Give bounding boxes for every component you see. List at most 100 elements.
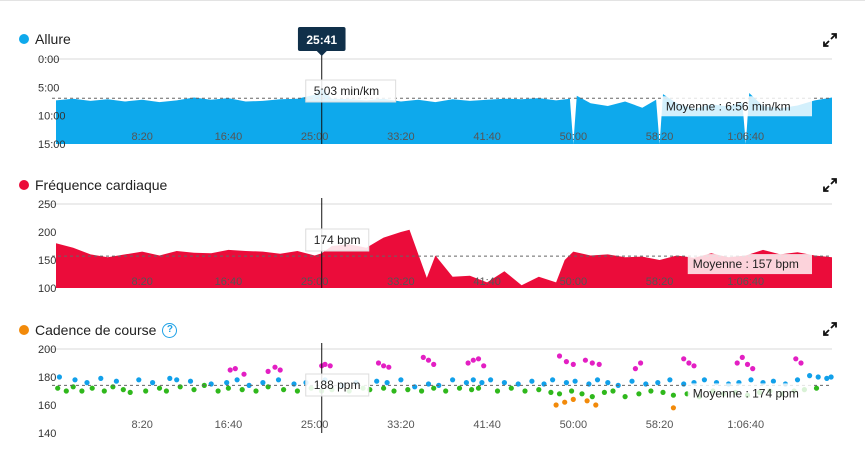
- data-point: [98, 375, 104, 381]
- data-point: [272, 364, 278, 370]
- data-point: [686, 360, 692, 366]
- data-point: [381, 385, 387, 391]
- data-point: [655, 380, 661, 386]
- data-point: [150, 380, 156, 386]
- x-tick-label: 50:00: [560, 276, 588, 288]
- data-point: [101, 388, 107, 394]
- data-point: [167, 375, 173, 381]
- cadence-title: Cadence de course ?: [19, 322, 178, 338]
- cadence-chart[interactable]: 200 180 160 140 8:20 16:40 25:00 33:20 41:40 50:0…: [0, 297, 865, 457]
- data-point: [824, 375, 830, 381]
- x-tick-label: 25:00: [301, 131, 329, 143]
- data-point: [828, 374, 834, 380]
- data-point: [398, 377, 404, 383]
- data-point: [548, 389, 554, 395]
- data-point: [813, 385, 820, 391]
- data-point: [386, 364, 392, 370]
- x-tick-label: 58:20: [646, 419, 674, 431]
- x-tick-label: 41:40: [473, 276, 501, 288]
- y-tick-label: 10:00: [38, 111, 66, 123]
- fc-series-area: [56, 229, 832, 288]
- data-point: [556, 353, 563, 359]
- help-icon[interactable]: ?: [162, 322, 178, 338]
- data-point: [570, 361, 576, 367]
- data-point: [419, 388, 425, 394]
- expand-icon[interactable]: [823, 33, 837, 47]
- cursor-time-tooltip-arrow: [316, 51, 327, 56]
- y-tick-label: 160: [38, 400, 56, 412]
- cadence-title-text: Cadence de course: [35, 322, 157, 338]
- heart-rate-legend-dot: [19, 180, 29, 190]
- x-tick-label: 41:40: [473, 419, 501, 431]
- x-tick-label: 33:20: [387, 131, 415, 143]
- data-point: [470, 357, 476, 363]
- data-point: [579, 391, 585, 397]
- cursor-value-box: [305, 228, 370, 252]
- data-point: [470, 377, 476, 383]
- heart-rate-title-text: Fréquence cardiaque: [35, 177, 168, 193]
- cursor-value-label: 174 bpm: [314, 233, 361, 247]
- pace-title: Allure: [19, 31, 71, 47]
- data-point: [275, 377, 282, 383]
- data-point: [215, 388, 221, 394]
- data-point: [488, 377, 494, 383]
- heart-rate-title: Fréquence cardiaque: [19, 177, 167, 193]
- data-point: [494, 388, 501, 394]
- data-point: [234, 377, 240, 383]
- expand-icon[interactable]: [823, 322, 837, 336]
- data-point: [605, 380, 611, 386]
- data-point: [562, 399, 568, 405]
- y-tick-label: 150: [38, 255, 56, 267]
- pace-legend-dot: [19, 34, 29, 44]
- average-label: Moyenne : 6:56 min/km: [666, 99, 791, 113]
- data-point: [431, 361, 437, 367]
- data-point: [246, 382, 252, 388]
- heart-rate-chart[interactable]: 250 200 150 100 8:20 16:40 25:00 33:20 41:40 50:0…: [0, 152, 865, 297]
- data-point: [508, 385, 514, 391]
- data-point: [670, 405, 677, 411]
- top-divider: [0, 0, 865, 1]
- data-point: [384, 380, 390, 386]
- data-point: [89, 385, 95, 391]
- data-point: [770, 378, 777, 384]
- data-point: [120, 387, 126, 393]
- data-point: [522, 388, 528, 394]
- data-point: [572, 378, 578, 384]
- data-point: [570, 396, 576, 402]
- data-point: [450, 377, 456, 383]
- x-tick-label: 1:06:40: [727, 131, 764, 143]
- x-tick-label: 33:20: [387, 276, 415, 288]
- data-point: [638, 360, 644, 366]
- data-point: [691, 363, 697, 369]
- cursor-value-box: [305, 373, 370, 397]
- cadence-panel: Cadence de course ? 200 180 160 140 8:20 16:4…: [0, 297, 865, 457]
- data-point: [281, 387, 287, 393]
- data-point: [589, 360, 595, 366]
- data-point: [594, 377, 601, 383]
- x-tick-label: 8:20: [132, 419, 153, 431]
- data-point: [72, 377, 78, 383]
- data-point: [501, 380, 507, 386]
- data-point: [375, 360, 382, 366]
- average-label: Moyenne : 157 bpm: [693, 257, 799, 271]
- average-label-box: [687, 383, 812, 404]
- y-tick-label: 100: [38, 283, 56, 295]
- data-point: [667, 377, 673, 383]
- average-label: Moyenne : 174 ppm: [693, 386, 799, 400]
- x-tick-label: 1:06:40: [727, 276, 764, 288]
- data-point: [475, 356, 482, 362]
- x-tick-label: 8:20: [132, 276, 153, 288]
- data-point: [253, 388, 259, 394]
- y-tick-label: 180: [38, 372, 56, 384]
- expand-icon[interactable]: [823, 178, 837, 192]
- data-point: [815, 374, 821, 380]
- y-tick-label: 0:00: [38, 54, 59, 66]
- data-point: [475, 385, 482, 391]
- data-point: [224, 380, 230, 386]
- data-point: [582, 357, 589, 363]
- data-point: [739, 354, 745, 360]
- y-tick-label: 5:00: [38, 82, 59, 94]
- data-point: [744, 361, 751, 367]
- x-tick-label: 8:20: [132, 131, 153, 143]
- pace-chart[interactable]: 0:00 5:00 10:00 15:00 8:20 16:40 25:00 33:20 41:…: [0, 0, 865, 152]
